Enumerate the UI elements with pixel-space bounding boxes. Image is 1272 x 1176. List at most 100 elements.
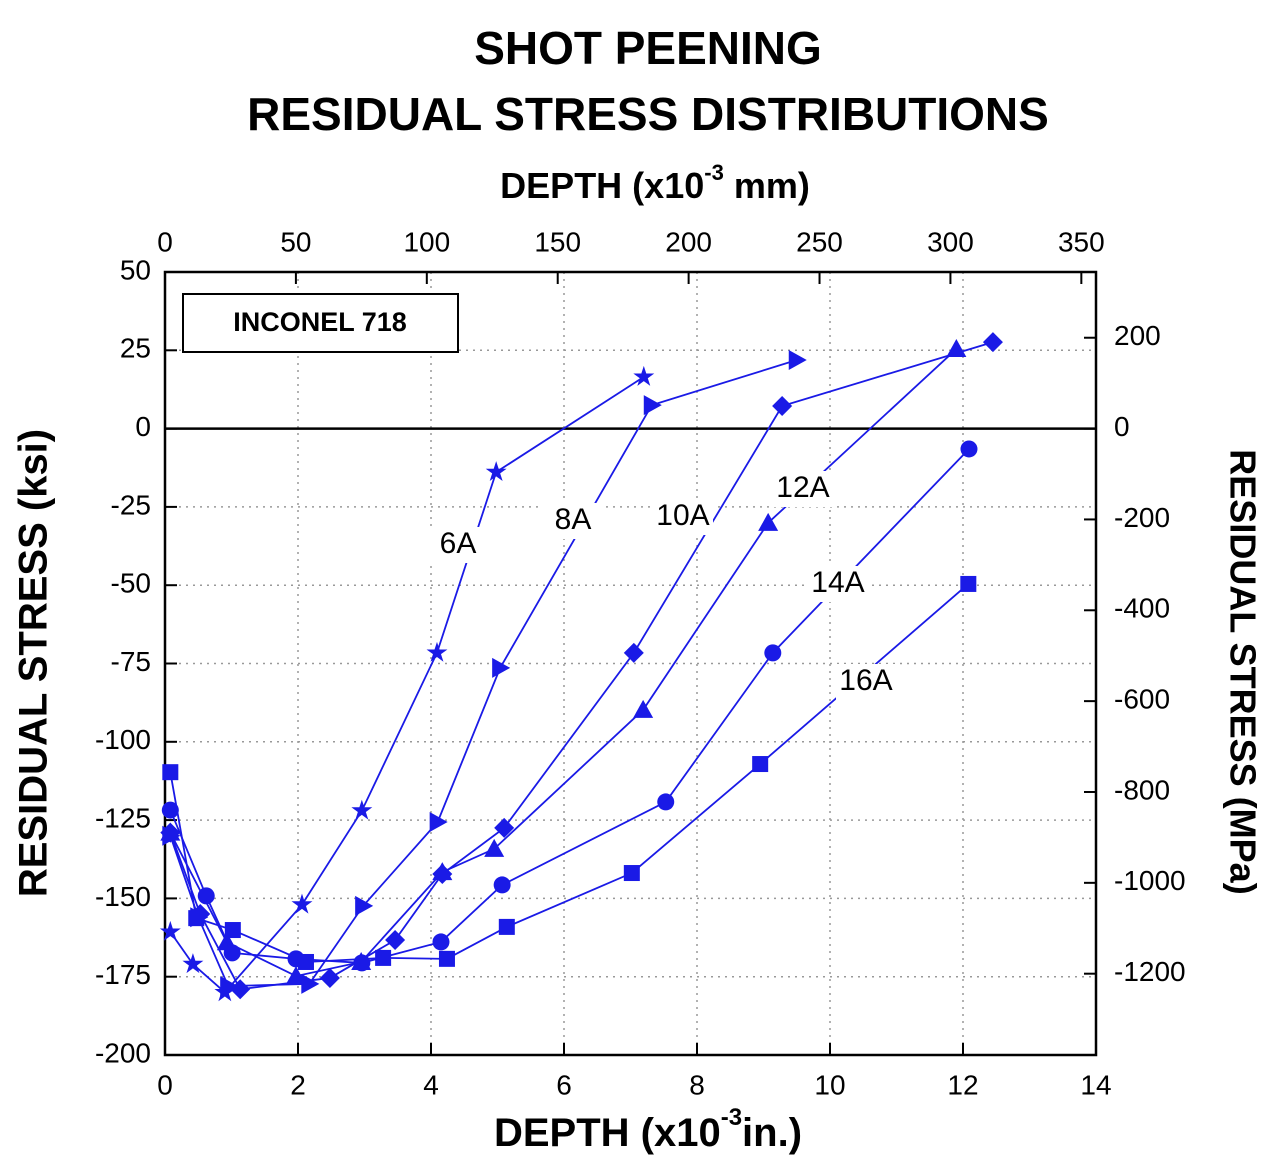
marker [633,365,655,386]
marker [161,801,179,819]
x2-tick-label: 300 [927,226,974,257]
y-tick-label: 25 [120,333,151,364]
x2-tick-label: 0 [157,226,173,257]
y2-tick-label: 0 [1114,411,1130,442]
y-tick-label: -200 [95,1037,151,1068]
label-part: DEPTH (x10 [494,1111,721,1155]
marker [772,396,793,417]
label-part: mm) [724,165,810,206]
legend-text: INCONEL 718 [233,307,407,337]
marker [633,699,654,718]
y2-tick-label: -1200 [1114,956,1186,987]
x-tick-label: 4 [423,1069,439,1100]
y-tick-label: -75 [111,646,151,677]
marker [355,895,374,916]
y2-tick-label: -800 [1114,774,1170,805]
series-line [169,583,969,963]
marker [485,461,507,482]
marker [432,933,450,951]
marker [960,575,977,592]
x-tick-label: 0 [157,1069,173,1100]
marker [492,657,511,678]
x-tick-label: 10 [814,1069,845,1100]
x-tick-label: 14 [1080,1069,1111,1100]
marker [484,838,505,857]
marker [623,642,644,663]
marker [351,799,373,820]
y-tick-label: 50 [120,254,151,285]
marker [438,950,455,967]
label-part: in.) [742,1111,802,1155]
series-label-bg [428,527,488,563]
marker [657,793,675,811]
series-line [169,448,970,964]
marker [429,811,448,832]
marker [188,910,205,927]
marker [319,967,340,988]
marker [752,756,769,773]
marker [291,893,313,914]
marker [494,817,515,838]
series-label-bg [543,503,603,539]
x-tick-label: 8 [689,1069,705,1100]
x2-tick-label: 50 [280,226,311,257]
y-tick-label: -25 [111,489,151,520]
series-line [169,376,645,994]
chart-title: SHOT PEENING [474,22,822,74]
marker [159,920,181,941]
label-part: DEPTH (x10 [500,165,704,206]
marker [160,822,181,841]
x-tick-label: 2 [290,1069,306,1100]
label-sup: -3 [704,160,724,185]
marker [220,976,239,997]
y-axis-label: RESIDUAL STRESS (ksi) [12,429,56,897]
marker [385,930,406,951]
y-tick-label: -150 [95,881,151,912]
series-label-bg [808,566,868,602]
series-label: 16A [839,664,892,697]
marker [230,979,251,1000]
marker [353,954,371,972]
series-label-bg [653,499,713,535]
marker [623,865,640,882]
series-label-bg [836,664,896,700]
y2-tick-label: 200 [1114,320,1161,351]
y-tick-label: -100 [95,724,151,755]
x2-tick-label: 350 [1058,226,1105,257]
marker [764,644,782,662]
plot-frame [163,270,1098,1057]
y2-tick-label: -400 [1114,593,1170,624]
series-label: 6A [440,527,477,560]
series-label: 12A [776,471,829,504]
marker [224,922,241,939]
marker [643,395,662,416]
series-label: 14A [811,566,864,599]
legend-box [182,293,459,353]
y-tick-label: -175 [95,959,151,990]
marker [426,641,448,662]
marker [223,944,241,962]
y2-tick-label: -1000 [1114,865,1186,896]
marker [788,350,807,371]
series-label: 8A [555,503,592,536]
marker [197,887,215,905]
y-tick-label: -50 [111,568,151,599]
x2-tick-label: 100 [403,226,450,257]
x2-axis-label: DEPTH (x10-3 mm) [500,160,810,206]
x2-tick-label: 200 [665,226,712,257]
series-label: 10A [656,499,709,532]
chart-title: RESIDUAL STRESS DISTRIBUTIONS [247,88,1049,140]
marker [493,876,511,894]
x2-tick-label: 250 [796,226,843,257]
y2-tick-label: -200 [1114,502,1170,533]
y2-axis-label: RESIDUAL STRESS (MPa) [1222,449,1263,894]
series-label-bg [773,471,833,507]
y-tick-label: 0 [135,411,151,442]
y-tick-label: -125 [95,802,151,833]
marker [301,973,320,994]
marker [432,862,453,881]
marker [297,953,314,970]
marker [982,332,1003,353]
marker [162,764,179,781]
